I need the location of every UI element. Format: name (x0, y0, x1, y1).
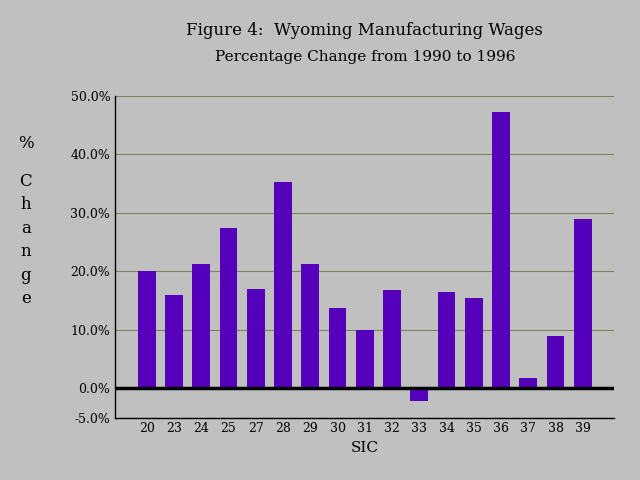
Bar (520, 378, 537, 388)
Bar (165, 295, 183, 388)
Bar (329, 308, 346, 388)
Text: Figure 4:  Wyoming Manufacturing Wages: Figure 4: Wyoming Manufacturing Wages (186, 22, 543, 38)
Bar (220, 228, 237, 388)
Bar (547, 336, 564, 388)
Bar (492, 112, 510, 388)
Text: Percentage Change from 1990 to 1996: Percentage Change from 1990 to 1996 (214, 50, 515, 64)
Bar (247, 289, 264, 388)
Bar (138, 271, 156, 388)
Bar (574, 219, 592, 388)
Text: %: % (18, 135, 33, 153)
Bar (383, 290, 401, 388)
Bar (274, 182, 292, 388)
Bar (301, 264, 319, 388)
X-axis label: SIC: SIC (351, 441, 379, 455)
Bar (438, 292, 456, 388)
Bar (193, 264, 210, 388)
Bar (465, 298, 483, 388)
Bar (410, 388, 428, 401)
Text: C
h
a
n
g
e: C h a n g e (19, 173, 32, 307)
Bar (356, 330, 374, 388)
